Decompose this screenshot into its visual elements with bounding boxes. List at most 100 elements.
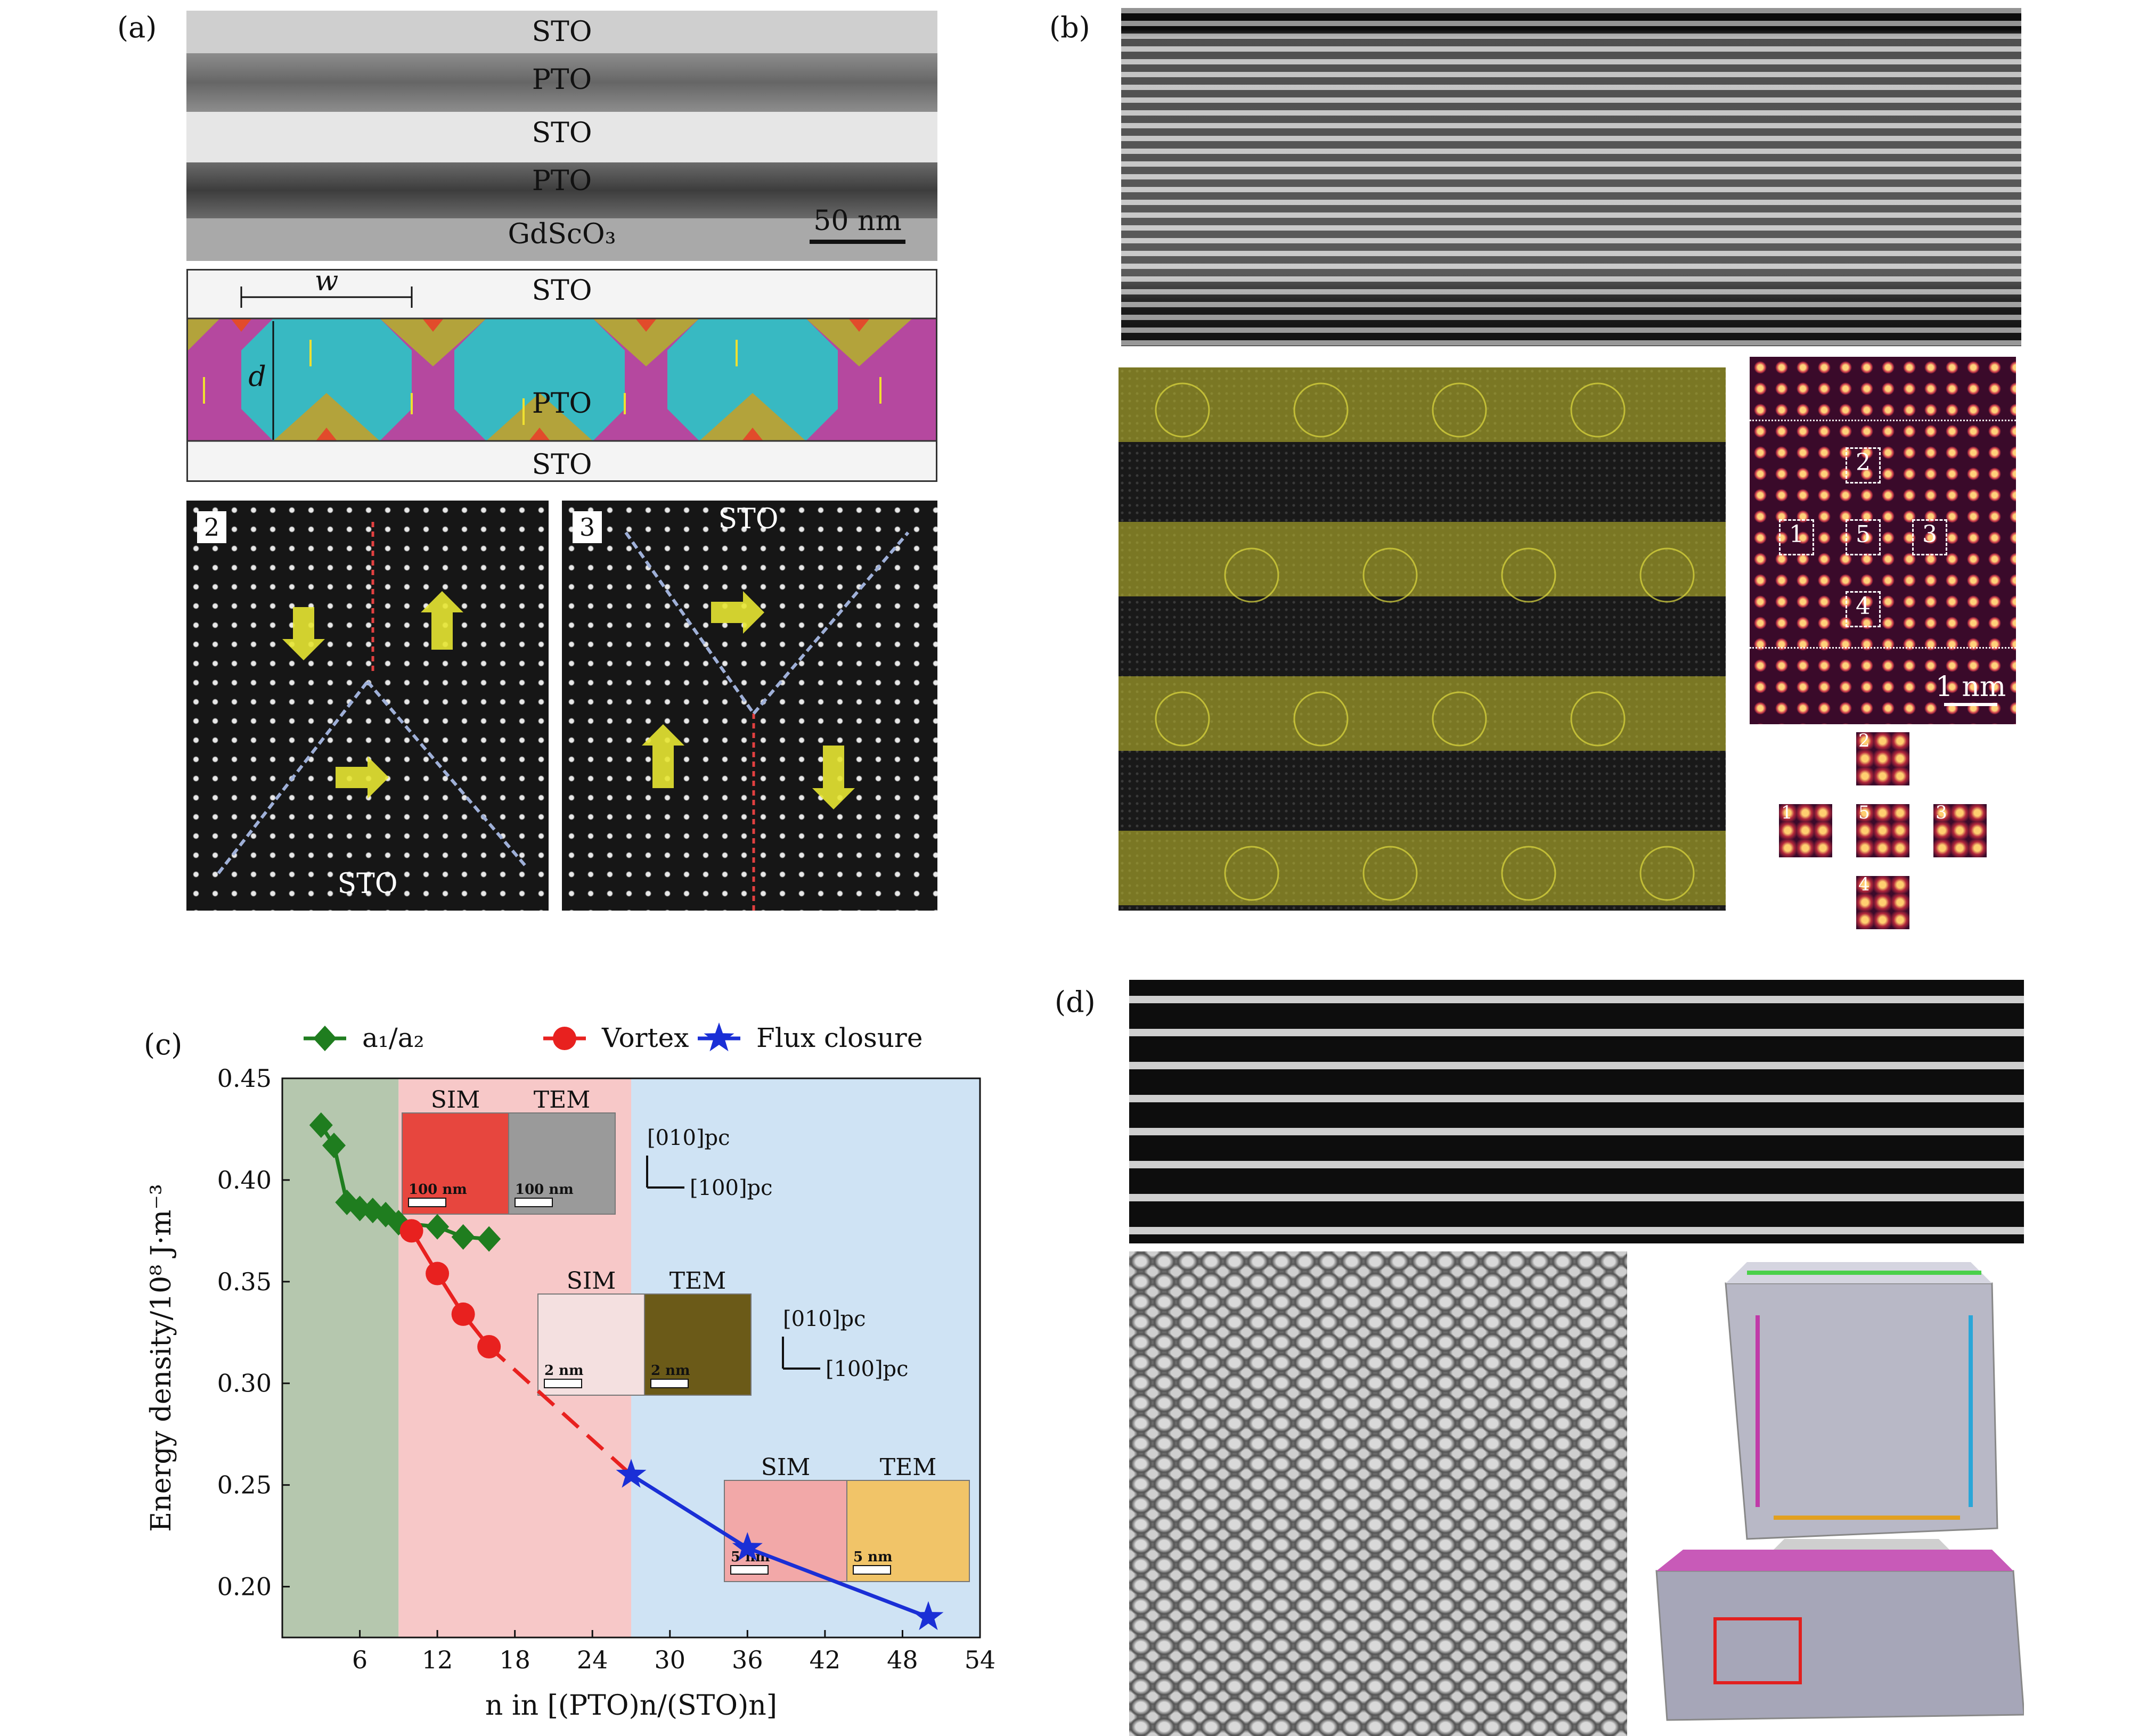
panel-b-atomic-image: 2 1 5 3 4 1 nm <box>1750 357 2016 724</box>
mini-box-4: 4 <box>1856 874 1909 929</box>
series-2-point-2 <box>913 1601 944 1631</box>
inset-mid-scale-1 <box>544 1379 582 1388</box>
inset-top-sim-label: SIM <box>431 1086 480 1113</box>
inset-mid-scale-2-label: 2 nm <box>651 1363 690 1379</box>
zoom-3-number: 3 <box>573 511 602 543</box>
orientation-mid: [010]pc [100]pc <box>782 1307 909 1381</box>
legend-label-1: Vortex <box>601 1022 689 1053</box>
x-axis-label: n in [(PTO)n/(STO)n] <box>485 1690 777 1722</box>
mini-box-3: 3 <box>1933 802 1987 857</box>
region-0 <box>282 1078 399 1637</box>
b-scale-bar-line <box>1944 703 1997 706</box>
series-0-point-0 <box>309 1112 333 1138</box>
series-0-point-1 <box>322 1133 346 1158</box>
series-0-point-2 <box>335 1189 359 1215</box>
series-1 <box>399 1219 633 1477</box>
y-tick-label-1: 0.25 <box>217 1471 272 1500</box>
legend-item-0: a₁/a₂ <box>304 1022 424 1053</box>
tem-layer-pto-1: PTO <box>532 64 592 96</box>
b-scale-bar-label: 1 nm <box>1935 671 2006 703</box>
inset-low-scale-2 <box>853 1565 891 1575</box>
inset-low-scale-2-label: 5 nm <box>853 1549 893 1565</box>
series-0-point-8 <box>451 1224 475 1250</box>
panel-b-label: (b) <box>1049 11 1090 44</box>
box-2: 2 <box>1846 447 1881 484</box>
series-1-line <box>410 1230 491 1348</box>
inset-mid-scale-1-label: 2 nm <box>544 1363 584 1379</box>
mini-box-1: 1 <box>1779 802 1832 857</box>
legend-marker-2 <box>704 1022 734 1052</box>
box-5: 5 <box>1846 519 1881 555</box>
x-tick-label-0: 6 <box>352 1645 368 1674</box>
series-0-point-3 <box>348 1195 372 1222</box>
legend-item-2: Flux closure <box>698 1022 922 1053</box>
inset-top: SIM TEM 100 nm 100 nm <box>402 1086 616 1215</box>
legend-marker-0 <box>313 1026 337 1051</box>
y-tick-label-5: 0.45 <box>217 1064 272 1093</box>
orientation-mid-v-label: [010]pc <box>783 1307 866 1331</box>
series-2-point-1 <box>732 1532 763 1561</box>
inset-mid-scale-2 <box>650 1379 689 1388</box>
inset-mid-tem-image <box>644 1293 752 1396</box>
inset-low-sim-label: SIM <box>761 1454 811 1481</box>
y-tick-label-0: 0.20 <box>217 1573 272 1601</box>
x-tick-label-8: 54 <box>965 1645 996 1674</box>
series-0-point-4 <box>361 1198 385 1224</box>
scale-bar-label: 50 nm <box>813 205 902 237</box>
x-tick-label-6: 42 <box>810 1645 841 1674</box>
panel-a-zoom-2: 2 STO <box>186 501 549 911</box>
series-1-point-0 <box>399 1219 423 1243</box>
tem-layer-sto-2: STO <box>532 117 592 149</box>
panel-a-zoom-3: 3 STO <box>562 501 937 911</box>
inset-low-scale-1 <box>730 1565 769 1575</box>
panel-a-tem-image: STO PTO STO PTO GdScO₃ 50 nm <box>186 11 937 261</box>
legend-label-0: a₁/a₂ <box>362 1022 424 1053</box>
series-0-point-9 <box>477 1226 501 1252</box>
inset-mid-sim-label: SIM <box>567 1267 616 1295</box>
schematic-d-label: d <box>248 361 266 393</box>
inset-top-tem-image <box>508 1112 616 1215</box>
orientation-top-h-label: [100]pc <box>690 1176 773 1200</box>
series-1-point-3 <box>477 1335 501 1358</box>
y-tick-label-3: 0.35 <box>217 1267 272 1296</box>
orientation-mid-h-label: [100]pc <box>826 1357 909 1381</box>
tem-layer-sto-1: STO <box>532 16 592 48</box>
inset-top-scale-1 <box>408 1198 446 1207</box>
panel-d-label: (d) <box>1055 985 1096 1019</box>
panel-c-label: (c) <box>144 1028 183 1061</box>
inset-mid: SIM TEM 2 nm 2 nm <box>537 1267 752 1396</box>
inset-low-tem-label: TEM <box>880 1454 937 1481</box>
schematic-middle-label: PTO <box>532 388 592 420</box>
mini-box-2: 2 <box>1856 730 1909 785</box>
schematic-bottom-label: STO <box>532 449 592 481</box>
y-tick-label-2: 0.30 <box>217 1369 272 1398</box>
box-4: 4 <box>1846 591 1881 627</box>
panel-d-planview <box>1129 1251 1627 1736</box>
x-tick-label-4: 30 <box>655 1645 686 1674</box>
inset-mid-tem-label: TEM <box>670 1267 726 1295</box>
legend-marker-1 <box>553 1027 576 1050</box>
y-axis-label: Energy density/10⁸ J·m⁻³ <box>145 1184 177 1532</box>
inset-top-scale-2 <box>515 1198 553 1207</box>
panel-d-3d-render <box>1651 1251 2025 1731</box>
box-1: 1 <box>1779 519 1814 555</box>
series-2-point-0 <box>616 1459 647 1488</box>
panel-a-label: (a) <box>117 11 157 44</box>
mini-box-5: 5 <box>1856 802 1909 857</box>
inset-mid-sim-image <box>537 1293 645 1396</box>
inset-top-scale-1-label: 100 nm <box>409 1182 467 1198</box>
x-tick-label-5: 36 <box>732 1645 763 1674</box>
box-3: 3 <box>1912 519 1947 555</box>
panel-b-haadf-image <box>1121 8 2021 346</box>
x-tick-label-1: 12 <box>422 1645 453 1674</box>
zoom-2-number: 2 <box>197 511 226 543</box>
series-2 <box>616 1459 944 1631</box>
orientation-top-v-label: [010]pc <box>647 1126 730 1150</box>
schematic-top-label: STO <box>532 275 592 307</box>
series-1-point-1 <box>426 1262 450 1285</box>
panel-a-schematic: STO PTO STO w d <box>186 265 937 482</box>
panel-c-chart: SIM TEM 100 nm 100 nm SIM TEM 2 nm 2 nm SIM TEM 5 … <box>145 1022 996 1722</box>
panel-d-cross-section <box>1129 980 2024 1243</box>
tem-layer-pto-2: PTO <box>532 165 592 197</box>
